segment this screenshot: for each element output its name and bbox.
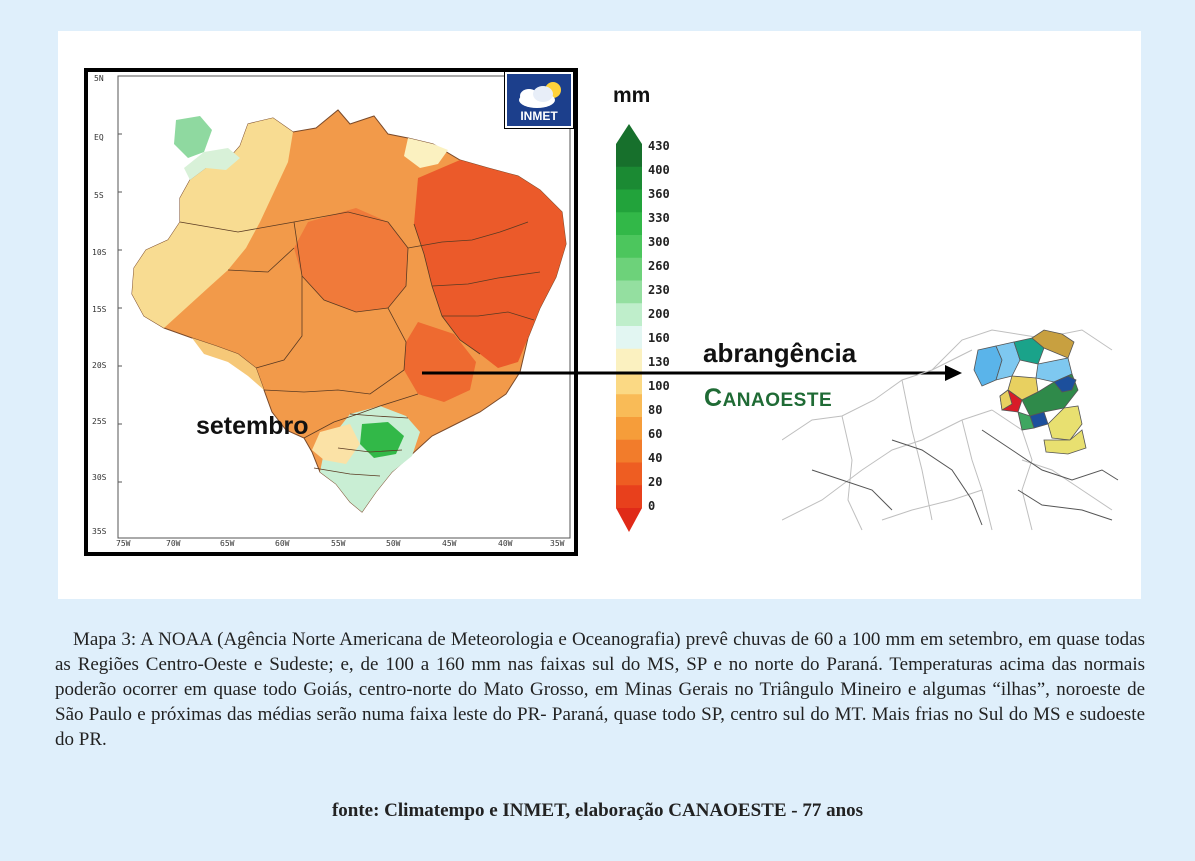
- legend-tick-label: 330: [648, 211, 670, 225]
- precipitation-forecast-map: 5N EQ 5S 10S 15S 20S 25S 30S 35S 75W 70W…: [84, 68, 578, 556]
- lat-label: 25S: [92, 417, 107, 426]
- legend-tick-label: 130: [648, 355, 670, 369]
- month-label: setembro: [196, 412, 309, 440]
- legend-unit: mm: [613, 84, 651, 107]
- inmet-logo: INMET: [504, 72, 574, 129]
- company-label: CANAOESTE: [704, 384, 832, 413]
- regional-inset-map: [782, 329, 1119, 531]
- legend-band: [616, 235, 642, 259]
- company-label-initial: C: [704, 384, 723, 412]
- legend-band: [616, 394, 642, 418]
- lon-label: 75W: [116, 539, 131, 548]
- legend-band: [616, 485, 642, 509]
- legend-band: [616, 189, 642, 213]
- lon-label: 35W: [550, 539, 565, 548]
- legend-tick-label: 360: [648, 187, 670, 201]
- legend-band: [616, 371, 642, 395]
- lon-label: 45W: [442, 539, 457, 548]
- legend-tick-label: 200: [648, 307, 670, 321]
- legend-band: [616, 212, 642, 236]
- legend-tick-label: 400: [648, 163, 670, 177]
- lon-label: 65W: [220, 539, 235, 548]
- lon-label: 40W: [498, 539, 513, 548]
- legend-tick-label: 430: [648, 139, 670, 153]
- legend-tick-label: 0: [648, 499, 656, 513]
- lat-label: 5N: [94, 74, 104, 83]
- lat-label: 30S: [92, 473, 107, 482]
- legend-band: [616, 303, 642, 327]
- lat-label: 10S: [92, 248, 107, 257]
- lat-label: EQ: [94, 133, 104, 142]
- legend-tick-label: 160: [648, 331, 670, 345]
- legend-band: [616, 348, 642, 372]
- source-credit: fonte: Climatempo e INMET, elaboração CA…: [331, 800, 864, 821]
- lon-label: 55W: [331, 539, 346, 548]
- legend-band: [616, 326, 642, 350]
- legend-tick-label: 20: [648, 475, 663, 489]
- legend-tick-label: 80: [648, 403, 663, 417]
- legend-tick-label: 260: [648, 259, 670, 273]
- lat-label: 15S: [92, 305, 107, 314]
- legend-band: [616, 417, 642, 441]
- lat-label: 5S: [94, 191, 104, 200]
- precipitation-color-scale: [616, 124, 642, 532]
- cloud-sun-icon: [519, 82, 561, 108]
- map-caption: Mapa 3: A NOAA (Agência Norte Americana …: [55, 627, 1145, 752]
- lon-label: 70W: [166, 539, 181, 548]
- legend-band: [616, 439, 642, 463]
- lon-label: 60W: [275, 539, 290, 548]
- legend-tick-label: 60: [648, 427, 663, 441]
- legend-tick-label: 100: [648, 379, 670, 393]
- legend-band: [616, 166, 642, 190]
- inmet-logo-text: INMET: [520, 109, 558, 123]
- lat-label: 20S: [92, 361, 107, 370]
- legend-tick-label: 300: [648, 235, 670, 249]
- legend-band: [616, 257, 642, 281]
- company-label-rest: ANAOESTE: [722, 390, 833, 411]
- legend-band: [616, 144, 642, 168]
- map-caption-text: Mapa 3: A NOAA (Agência Norte Americana …: [55, 629, 1145, 750]
- brazil-map-graphic: [117, 75, 571, 539]
- lon-label: 50W: [386, 539, 401, 548]
- legend-tick-label: 230: [648, 283, 670, 297]
- legend-tick-label: 40: [648, 451, 663, 465]
- lat-label: 35S: [92, 527, 107, 536]
- legend-band: [616, 280, 642, 304]
- coverage-label: abrangência: [703, 338, 857, 368]
- legend-band: [616, 462, 642, 486]
